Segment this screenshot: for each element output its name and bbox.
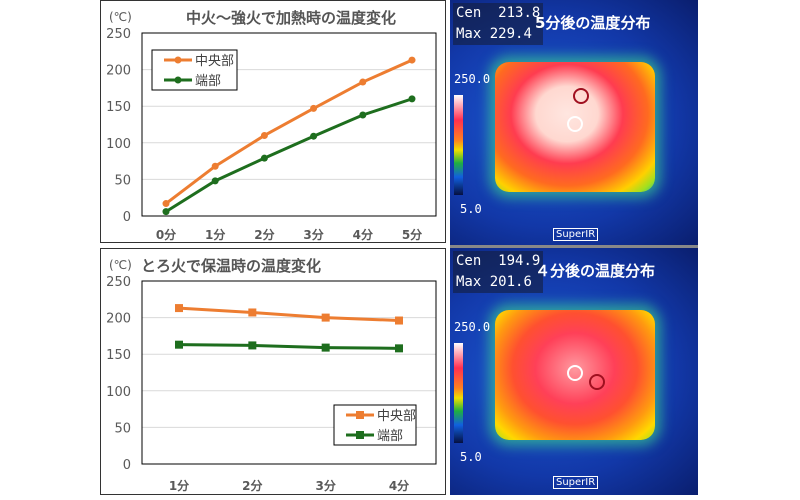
scale-min: 5.0 [460,450,482,464]
y-tick-label: 100 [106,385,131,400]
chart-title: 中火～強火で加熱時の温度変化 [186,9,396,27]
chart-heating: (℃) 中火～強火で加熱時の温度変化 0 50 100 150 200 250 0分 1分 2分 3分… [100,0,446,243]
y-tick-label: 150 [106,100,131,115]
y-tick-label: 0 [123,458,131,473]
data-point [321,313,330,322]
plot-area [141,280,437,465]
data-point [395,344,403,353]
data-point [408,95,416,103]
y-axis-unit: (℃) [109,258,132,272]
y-tick-label: 150 [106,348,131,363]
brand-logo: SuperIR [553,228,599,241]
y-tick-label: 250 [106,27,131,42]
color-scale [454,95,463,195]
max-crosshair-icon [589,374,605,390]
y-tick-label: 50 [114,421,131,436]
data-point [260,154,268,162]
x-tick-label: 2分 [242,478,262,493]
center-crosshair-icon [567,116,583,132]
x-tick-label: 4分 [353,227,373,242]
data-point [162,208,170,216]
data-point [359,111,367,119]
data-point [162,200,170,208]
data-point [248,308,257,317]
legend-marker [356,411,364,419]
scale-max: 250.0 [454,72,491,86]
legend-marker [356,431,364,439]
data-point [175,340,183,349]
thermal-title: 5分後の温度分布 [535,14,651,32]
y-tick-label: 100 [106,137,131,152]
data-point [310,104,318,112]
thermal-image-4min: Cen 194.9 Max 201.6 ４分後の温度分布 250.0 5.0 Su… [450,248,698,495]
legend-label: 端部 [195,74,221,89]
data-point [260,131,268,139]
readout: Cen 194.9 Max 201.6 [453,251,544,293]
legend-label: 中央部 [377,409,416,424]
scale-min: 5.0 [460,202,482,216]
data-point [359,78,367,86]
legend-label: 中央部 [195,54,234,69]
chart-title: とろ火で保温時の温度変化 [141,257,321,275]
legend [333,404,417,446]
y-tick-label: 200 [106,312,131,327]
y-axis-unit: (℃) [109,10,132,24]
x-tick-label: 4分 [389,478,409,493]
chart-keepwarm: (℃) とろ火で保温時の温度変化 0 50 100 150 200 250 1分 2分 3分 4分 中央… [100,248,446,495]
series-line-中央部 [165,58,413,205]
data-point [211,162,219,170]
x-tick-label: 1分 [205,227,225,242]
data-point [408,56,416,64]
readout: Cen 213.8 Max 229.4 [453,3,544,45]
data-point [310,132,318,140]
center-crosshair-icon [567,365,583,381]
y-tick-label: 0 [123,210,131,225]
x-tick-label: 2分 [254,227,274,242]
brand-logo: SuperIR [553,476,599,489]
x-tick-label: 5分 [402,227,422,242]
x-tick-label: 1分 [169,478,189,493]
x-tick-label: 3分 [303,227,323,242]
y-tick-label: 250 [106,275,131,290]
y-tick-label: 200 [106,64,131,79]
series-line-端部 [165,97,413,213]
y-tick-label: 50 [114,173,131,188]
series-line-端部 [178,343,400,350]
data-point [321,343,330,352]
series-line-中央部 [178,306,400,323]
plot-area [141,32,437,217]
data-point [175,304,183,313]
color-scale [454,343,463,443]
legend-label: 端部 [377,429,403,444]
thermal-title: ４分後の温度分布 [535,262,656,280]
max-crosshair-icon [573,88,589,104]
legend-marker [174,76,182,84]
legend [151,49,238,91]
x-tick-label: 3分 [315,478,335,493]
data-point [395,316,403,325]
data-point [211,177,219,185]
data-point [248,341,257,350]
scale-max: 250.0 [454,320,491,334]
legend-marker [174,56,182,64]
thermal-image-5min: Cen 213.8 Max 229.4 5分後の温度分布 250.0 5.0 Su… [450,0,698,245]
divider [450,245,698,248]
x-tick-label: 0分 [156,227,176,242]
